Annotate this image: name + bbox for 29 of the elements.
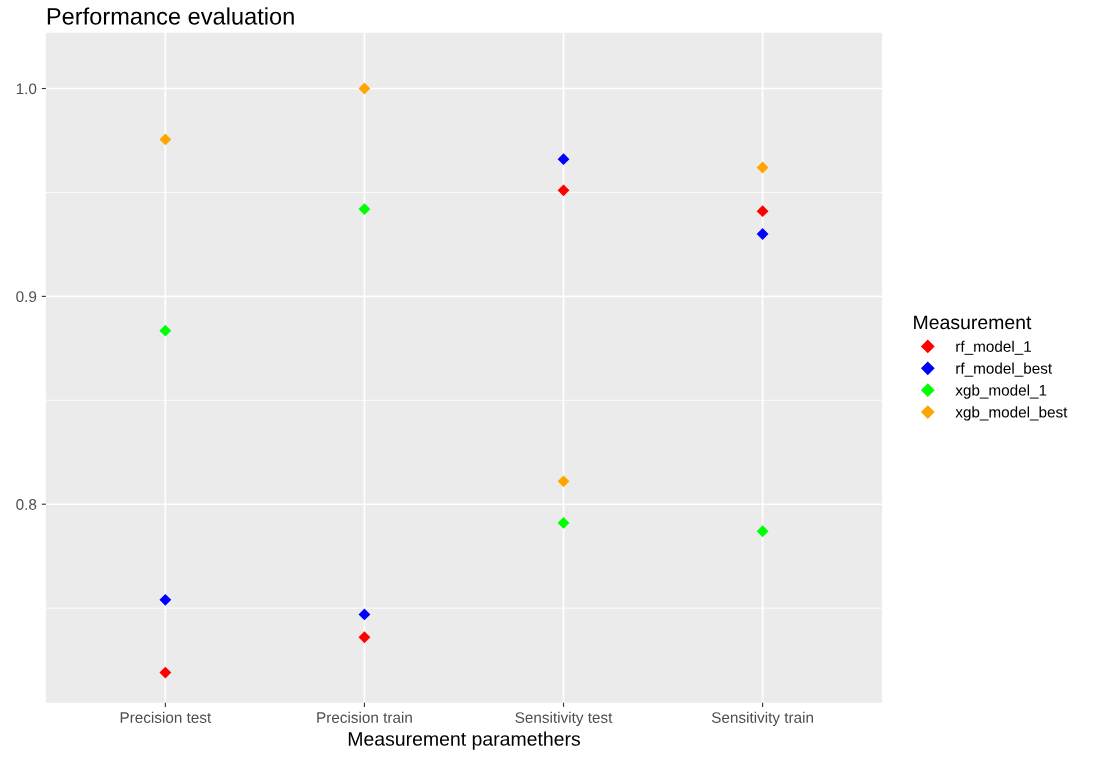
x-tick-label: Sensitivity train	[711, 711, 813, 726]
x-tick-label: Sensitivity test	[515, 711, 613, 726]
point	[756, 228, 769, 240]
point	[756, 205, 769, 218]
x-axis-title: Measurement paramethers	[348, 731, 581, 750]
legend-title: Measurement	[914, 315, 1032, 330]
point	[159, 666, 172, 679]
point	[557, 184, 570, 197]
legend-label: rf_model_1	[956, 340, 1031, 355]
y-tick-label: 0.8	[16, 499, 37, 510]
y-tick-label: 1.0	[16, 83, 37, 95]
point	[557, 153, 570, 166]
point	[358, 631, 371, 644]
legend-label: xgb_model_1	[955, 384, 1047, 399]
x-tick-label: Precision test	[120, 711, 212, 723]
point	[159, 593, 172, 606]
x-tick-label: Precision train	[317, 711, 412, 723]
legend-label: rf_model_best	[956, 362, 1052, 377]
point	[358, 203, 371, 215]
point	[159, 133, 172, 146]
legend-label: xgb_model_best	[955, 406, 1068, 421]
point	[557, 475, 570, 488]
point	[557, 517, 570, 529]
y-tick-label: 0.9	[16, 291, 37, 303]
point	[756, 525, 769, 538]
chart-title: Performance evaluation	[47, 7, 294, 25]
point	[159, 324, 172, 337]
point	[358, 608, 371, 621]
point	[756, 161, 769, 174]
